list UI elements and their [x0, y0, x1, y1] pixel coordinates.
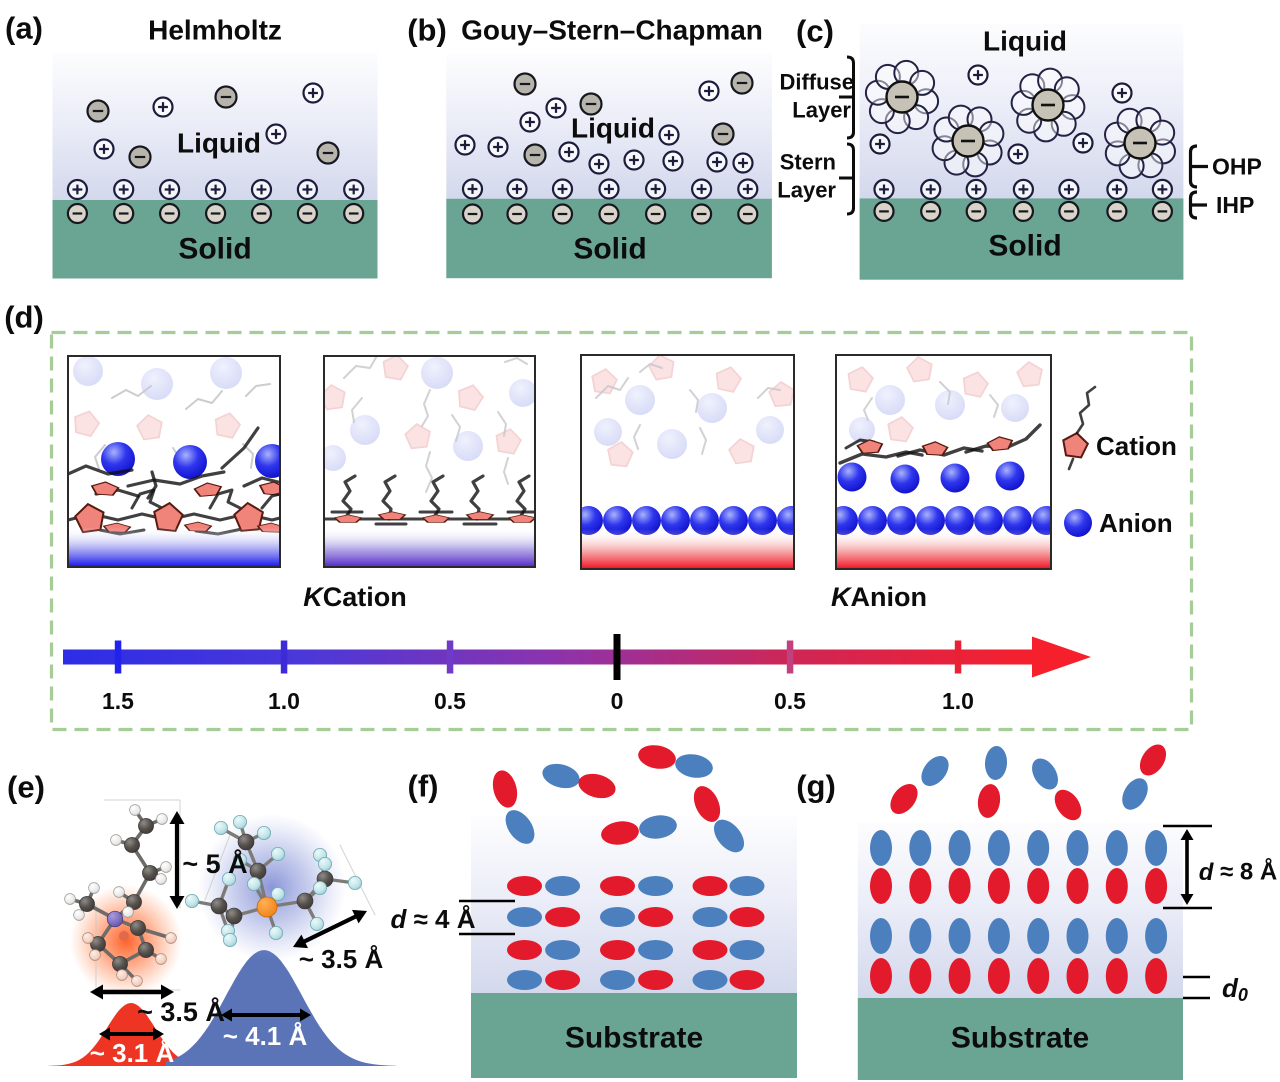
svg-text:~ 3.5 Å: ~ 3.5 Å — [299, 944, 384, 974]
svg-text:Substrate: Substrate — [565, 1022, 703, 1055]
svg-text:(e): (e) — [7, 770, 45, 805]
svg-text:Cation: Cation — [1096, 431, 1177, 461]
svg-text:1.0: 1.0 — [268, 688, 300, 714]
svg-text:OHP: OHP — [1212, 154, 1262, 180]
svg-text:(g): (g) — [796, 769, 836, 804]
svg-text:(c): (c) — [796, 14, 834, 49]
svg-text:1.0: 1.0 — [942, 688, 974, 714]
svg-text:~ 3.1 Å: ~ 3.1 Å — [90, 1038, 175, 1068]
svg-text:Liquid: Liquid — [177, 128, 261, 159]
svg-text:KAnion: KAnion — [831, 582, 927, 612]
svg-text:~ 5 Å: ~ 5 Å — [182, 848, 247, 879]
svg-text:(b): (b) — [407, 13, 447, 48]
svg-text:KCation: KCation — [303, 582, 407, 612]
svg-text:0.5: 0.5 — [434, 688, 466, 714]
svg-text:Gouy–Stern–Chapman: Gouy–Stern–Chapman — [461, 15, 763, 46]
svg-text:Solid: Solid — [178, 233, 251, 266]
svg-text:~ 4.1 Å: ~ 4.1 Å — [223, 1021, 308, 1051]
svg-text:0: 0 — [611, 688, 624, 714]
svg-text:Anion: Anion — [1099, 508, 1173, 538]
svg-text:(a): (a) — [5, 11, 43, 46]
svg-text:Diffuse: Diffuse — [779, 70, 854, 95]
svg-text:Stern: Stern — [780, 150, 836, 175]
svg-text:IHP: IHP — [1216, 192, 1254, 218]
svg-text:d0: d0 — [1222, 973, 1248, 1005]
svg-text:d ≈ 4 Å: d ≈ 4 Å — [390, 904, 475, 934]
svg-text:(d): (d) — [4, 300, 44, 335]
svg-text:d ≈ 8 Å: d ≈ 8 Å — [1199, 858, 1278, 886]
svg-text:(f): (f) — [408, 769, 439, 804]
svg-text:Liquid: Liquid — [571, 113, 655, 144]
svg-text:Solid: Solid — [988, 230, 1061, 263]
svg-text:1.5: 1.5 — [102, 688, 134, 714]
svg-text:~ 3.5 Å: ~ 3.5 Å — [137, 996, 225, 1027]
svg-text:Layer: Layer — [792, 98, 851, 123]
svg-text:Helmholtz: Helmholtz — [148, 15, 282, 46]
svg-text:Substrate: Substrate — [951, 1022, 1089, 1055]
svg-text:Layer: Layer — [777, 178, 836, 203]
svg-text:Liquid: Liquid — [983, 26, 1067, 57]
svg-text:Solid: Solid — [573, 233, 646, 266]
svg-text:0.5: 0.5 — [774, 688, 806, 714]
